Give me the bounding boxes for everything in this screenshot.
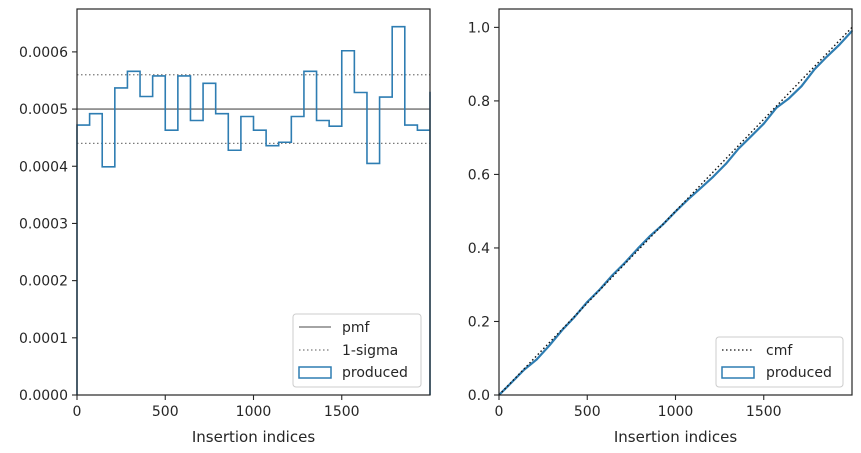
y-tick-label: 0.4 bbox=[468, 241, 490, 257]
produced-point bbox=[737, 147, 740, 150]
legend-1-sigma-label: 1-sigma bbox=[342, 343, 398, 359]
histogram-bin bbox=[153, 76, 166, 395]
y-tick-label: 0.2 bbox=[468, 314, 490, 330]
right-legend-frame bbox=[715, 336, 844, 388]
y-tick-label: 0.0006 bbox=[19, 45, 68, 61]
legend-cmf-label: cmf bbox=[766, 343, 793, 359]
produced-point bbox=[775, 106, 778, 109]
legend-produced-swatch bbox=[298, 366, 332, 379]
x-tick-label: 0 bbox=[73, 404, 82, 420]
produced-point bbox=[788, 97, 790, 100]
right-panel: 0 500 1000 1500 0.0 0.2 0.4 0.6 0.8 1.0 Insertio… bbox=[468, 8, 853, 446]
y-tick-label: 0.0001 bbox=[19, 331, 68, 347]
legend-produced-label: produced bbox=[766, 365, 832, 381]
histogram-bin bbox=[203, 83, 216, 395]
produced-point bbox=[649, 234, 652, 237]
y-tick-label: 0.0000 bbox=[19, 388, 68, 404]
histogram-bin bbox=[241, 117, 254, 395]
x-tick-label: 1000 bbox=[236, 404, 272, 420]
produced-point bbox=[561, 329, 563, 332]
y-tick-label: 0.0003 bbox=[19, 216, 68, 232]
histogram-bin bbox=[216, 114, 229, 395]
histogram-bin bbox=[190, 121, 203, 395]
left-legend: pmf 1-sigma produced bbox=[292, 313, 422, 388]
x-tick-label: 1500 bbox=[324, 404, 360, 420]
left-panel: 0 500 1000 1500 0.0000 0.0001 0.0002 0.0003 0.0… bbox=[19, 8, 431, 446]
produced-point bbox=[699, 187, 702, 189]
left-legend-frame bbox=[292, 313, 422, 388]
produced-point bbox=[725, 162, 727, 165]
histogram-bin bbox=[140, 96, 153, 395]
y-tick-label: 1.0 bbox=[468, 20, 490, 36]
histogram-bin bbox=[127, 71, 140, 395]
histogram-bin bbox=[90, 114, 103, 395]
y-tick-label: 0.0 bbox=[468, 388, 490, 404]
y-tick-label: 0.0005 bbox=[19, 102, 68, 118]
produced-point bbox=[712, 175, 715, 178]
produced-point bbox=[800, 85, 803, 88]
histogram-bin bbox=[178, 76, 191, 395]
histogram-bin bbox=[165, 130, 178, 395]
x-tick-label: 1000 bbox=[658, 404, 694, 420]
x-tick-label: 1500 bbox=[746, 404, 782, 420]
y-tick-label: 0.8 bbox=[468, 94, 490, 110]
x-tick-label: 0 bbox=[495, 404, 504, 420]
histogram-bin bbox=[228, 150, 241, 395]
right-legend: cmf produced bbox=[715, 336, 844, 388]
legend-pmf-label: pmf bbox=[342, 320, 371, 336]
histogram-bin bbox=[279, 142, 292, 395]
produced-point bbox=[813, 68, 816, 71]
right-x-axis-label: Insertion indices bbox=[614, 428, 737, 446]
histogram-bin bbox=[254, 130, 267, 395]
produced-point bbox=[624, 261, 626, 264]
produced-point bbox=[636, 247, 639, 250]
produced-point bbox=[674, 210, 677, 213]
y-tick-label: 0.0002 bbox=[19, 274, 68, 290]
produced-histogram bbox=[76, 25, 431, 395]
produced-point bbox=[535, 358, 538, 361]
produced-point bbox=[548, 344, 551, 347]
histogram-bin bbox=[102, 167, 115, 395]
produced-point bbox=[762, 122, 765, 125]
produced-point bbox=[825, 55, 828, 58]
left-x-axis-label: Insertion indices bbox=[192, 428, 315, 446]
y-tick-label: 0.0004 bbox=[19, 159, 68, 175]
histogram-bin bbox=[115, 88, 128, 395]
legend-produced-label: produced bbox=[342, 365, 408, 381]
y-tick-label: 0.6 bbox=[468, 167, 490, 183]
cmf-line bbox=[498, 26, 853, 396]
x-tick-label: 500 bbox=[152, 404, 179, 420]
legend-produced-swatch bbox=[721, 366, 755, 379]
x-tick-label: 500 bbox=[574, 404, 601, 420]
produced-point bbox=[750, 135, 753, 138]
histogram-bin bbox=[77, 125, 90, 395]
produced-point bbox=[838, 43, 841, 46]
histogram-bin bbox=[266, 146, 279, 395]
